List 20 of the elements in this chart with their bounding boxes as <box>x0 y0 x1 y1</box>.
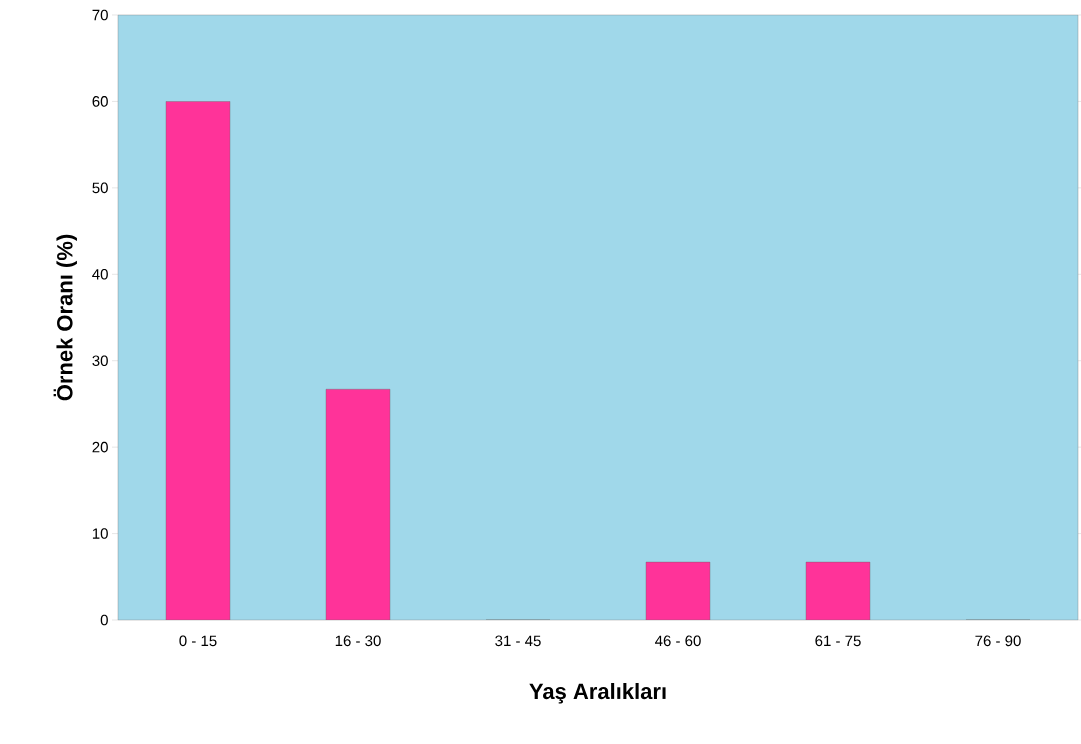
x-tick-label: 31 - 45 <box>495 635 541 647</box>
x-axis-title: Yaş Aralıkları <box>529 682 666 704</box>
x-tick-label: 46 - 60 <box>655 635 701 647</box>
x-tick-label: 16 - 30 <box>335 635 381 647</box>
x-tick-label: 0 - 15 <box>179 635 217 647</box>
x-tick-label: 61 - 75 <box>815 635 861 647</box>
y-tick-label: 30 <box>92 355 108 367</box>
y-tick-label: 20 <box>92 441 108 453</box>
y-axis-title: Örnek Oranı (%) <box>53 234 77 401</box>
y-tick-label: 60 <box>92 96 108 107</box>
bar <box>165 101 231 620</box>
y-tick-label: 10 <box>92 528 108 539</box>
y-tick-label: 70 <box>92 9 108 21</box>
x-tick-label: 76 - 90 <box>975 635 1021 647</box>
y-tick-label: 0 <box>100 614 108 626</box>
bar <box>325 389 391 620</box>
y-tick-label: 50 <box>92 182 108 194</box>
y-tick-label: 40 <box>92 268 108 280</box>
bar <box>805 561 871 620</box>
bar <box>645 561 711 620</box>
